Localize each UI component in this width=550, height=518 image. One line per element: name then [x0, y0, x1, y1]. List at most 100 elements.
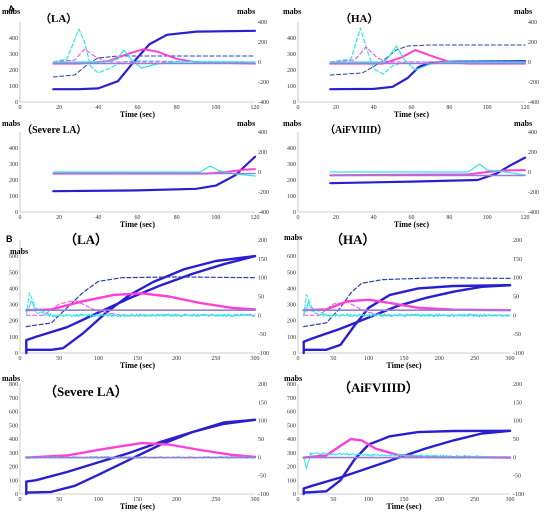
y-right-tick-label: 0: [528, 170, 531, 176]
x-tick-label: 150: [133, 497, 142, 503]
y-right-tick-label: -400: [258, 100, 269, 106]
series-line: [25, 276, 256, 328]
x-tick-label: 100: [483, 105, 492, 111]
y-left-tick-label: 500: [287, 423, 296, 429]
series-line: [302, 284, 512, 351]
y-left-tick-label: 200: [9, 319, 18, 325]
y-left-tick-label: 100: [9, 84, 18, 90]
x-axis-label: Time (sec): [394, 220, 430, 229]
y-left-unit-label: mabs: [2, 7, 20, 16]
series-line: [329, 46, 526, 63]
x-tick-label: 40: [95, 215, 101, 221]
y-left-tick-label: 600: [287, 410, 296, 416]
y-right-tick-label: 200: [528, 40, 537, 46]
y-left-tick-label: 200: [287, 319, 296, 325]
series-line: [25, 254, 257, 355]
y-left-tick-label: 300: [287, 451, 296, 457]
y-left-tick-label: 400: [287, 36, 296, 42]
x-tick-label: 60: [135, 105, 141, 111]
y-left-tick-label: 0: [293, 100, 296, 106]
y-right-tick-label: 50: [513, 295, 519, 301]
y-left-tick-label: 100: [9, 194, 18, 200]
series-line: [329, 169, 526, 177]
y-left-tick-label: 300: [287, 303, 296, 309]
series-line: [329, 44, 526, 76]
y-left-tick-label: 0: [293, 351, 296, 357]
series-line: [52, 165, 256, 177]
x-tick-label: 0: [19, 105, 22, 111]
y-right-tick-label: 400: [258, 20, 267, 26]
y-left-tick-label: 0: [293, 492, 296, 498]
y-right-tick-label: -400: [528, 100, 539, 106]
y-right-tick-label: -50: [258, 332, 266, 338]
chart-title: （Severe LA）: [44, 384, 128, 399]
chart-title: （LA）: [64, 232, 108, 247]
y-right-tick-label: 0: [258, 313, 261, 319]
y-right-tick-label: -50: [513, 332, 521, 338]
series-line: [303, 294, 511, 316]
y-left-tick-label: 400: [9, 437, 18, 443]
y-right-unit-label: mabs: [514, 119, 532, 128]
x-tick-label: 40: [371, 215, 377, 221]
y-left-tick-label: 700: [9, 396, 18, 402]
x-axis-label: Time (sec): [386, 361, 422, 370]
series-line: [25, 292, 256, 316]
y-right-tick-label: 150: [258, 400, 267, 406]
y-left-tick-label: 300: [287, 52, 296, 58]
y-left-tick-label: 100: [287, 194, 296, 200]
y-left-tick-label: 200: [287, 178, 296, 184]
y-left-unit-label: mabs: [10, 247, 28, 256]
y-left-tick-label: 700: [287, 396, 296, 402]
chart-a-aifviiid: 0 20 40 60 80 100 120 0 100 200 300 400 -400 -200 0 200…: [283, 119, 539, 229]
series-line: [302, 298, 512, 312]
y-right-tick-label: 0: [258, 170, 261, 176]
y-left-tick-label: 100: [287, 478, 296, 484]
series-line: [52, 29, 257, 91]
y-left-tick-label: 0: [15, 351, 18, 357]
y-left-tick-label: 300: [9, 162, 18, 168]
x-tick-label: 150: [133, 356, 142, 362]
series-line: [25, 441, 257, 459]
x-tick-label: 120: [251, 105, 260, 111]
y-left-tick-label: 200: [287, 465, 296, 471]
chart-a-ha: 0 20 40 60 80 100 120 0 100 200 300 400 -400 -200 0 200…: [283, 7, 539, 119]
x-tick-label: 0: [19, 215, 22, 221]
x-tick-label: 300: [506, 497, 515, 503]
y-right-tick-label: -50: [513, 474, 521, 480]
series-line: [52, 155, 257, 193]
y-left-tick-label: 100: [9, 478, 18, 484]
y-left-tick-label: 600: [9, 410, 18, 416]
x-tick-label: 80: [174, 105, 180, 111]
y-right-tick-label: -50: [258, 474, 266, 480]
y-right-tick-label: -100: [258, 351, 269, 357]
x-tick-label: 0: [297, 105, 300, 111]
y-right-tick-label: 400: [528, 20, 537, 26]
x-tick-label: 100: [483, 215, 492, 221]
x-tick-label: 100: [211, 215, 220, 221]
y-left-tick-label: 300: [287, 162, 296, 168]
y-left-tick-label: 400: [287, 286, 296, 292]
panel-label-a: A: [8, 4, 15, 14]
y-left-unit-label: mabs: [283, 119, 301, 128]
chart-title: （HA）: [330, 232, 376, 247]
y-left-tick-label: 400: [9, 146, 18, 152]
x-tick-label: 20: [56, 215, 62, 221]
y-left-tick-label: 200: [9, 178, 18, 184]
y-left-tick-label: 500: [9, 423, 18, 429]
x-tick-label: 80: [174, 215, 180, 221]
y-right-unit-label: mabs: [237, 7, 255, 16]
chart-title: （HA）: [340, 12, 379, 25]
x-tick-label: 250: [470, 497, 479, 503]
x-tick-label: 50: [56, 356, 62, 362]
y-right-tick-label: 200: [258, 238, 267, 244]
series-line: [302, 284, 512, 355]
x-tick-label: 20: [333, 215, 339, 221]
y-left-tick-label: 0: [15, 100, 18, 106]
y-left-tick-label: 200: [9, 68, 18, 74]
y-right-tick-label: 200: [528, 150, 537, 156]
x-tick-label: 0: [19, 497, 22, 503]
x-tick-label: 100: [94, 356, 103, 362]
x-axis-label: Time (sec): [120, 220, 156, 229]
y-left-tick-label: 300: [9, 303, 18, 309]
